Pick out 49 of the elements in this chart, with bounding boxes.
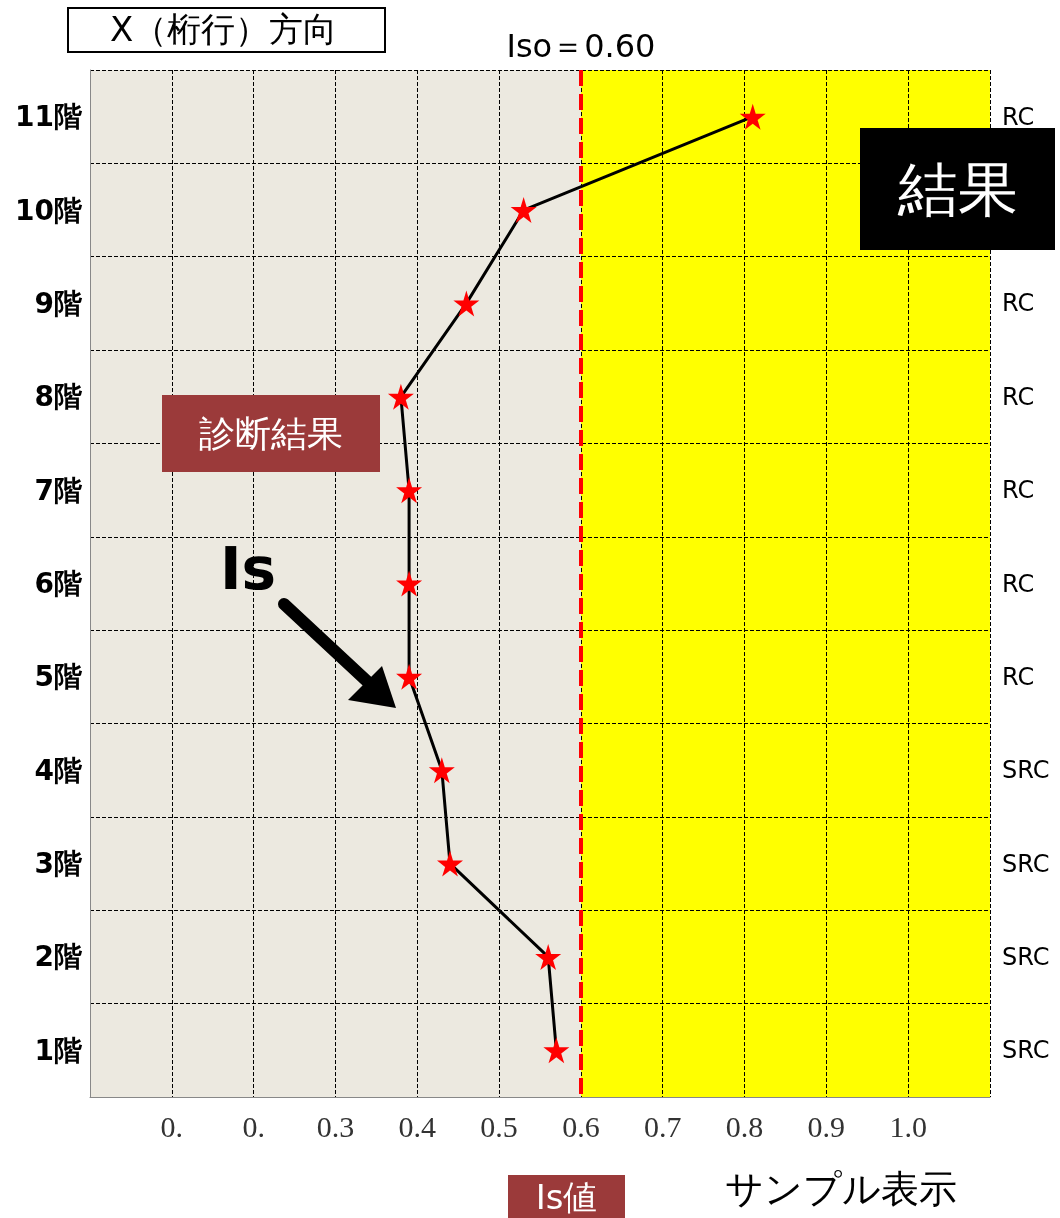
x-tick-label: 0. bbox=[242, 1109, 265, 1143]
text: RC bbox=[1002, 662, 1035, 691]
x-tick-label: 0.4 bbox=[398, 1109, 437, 1143]
x-tick-label: 1.0 bbox=[889, 1109, 927, 1143]
annotation: 診断結果 bbox=[199, 413, 343, 454]
y-tick-label: 2階 bbox=[34, 940, 83, 974]
annotation: Is bbox=[220, 535, 277, 603]
text: SRC bbox=[1002, 849, 1050, 878]
y-tick-label: 3階 bbox=[34, 847, 83, 881]
x-tick-label: 0.7 bbox=[643, 1109, 682, 1143]
y-tick-label: 8階 bbox=[34, 380, 83, 414]
point bbox=[428, 757, 455, 784]
text: SRC bbox=[1002, 756, 1050, 785]
ref-line-label: Iso＝0.60 bbox=[506, 27, 656, 65]
point bbox=[510, 197, 537, 224]
annotation: 結果 bbox=[896, 154, 1018, 224]
point bbox=[396, 570, 423, 597]
x-tick-label: 0.9 bbox=[807, 1109, 846, 1143]
chart-title: X（桁行）方向 bbox=[110, 9, 338, 49]
point bbox=[543, 1037, 570, 1064]
point bbox=[535, 943, 562, 970]
text: RC bbox=[1002, 476, 1035, 505]
y-tick-label: 11階 bbox=[15, 100, 83, 134]
x-tick-label: 0.8 bbox=[725, 1109, 764, 1143]
text: RC bbox=[1002, 569, 1035, 598]
point bbox=[396, 663, 423, 690]
text: RC bbox=[1002, 289, 1035, 318]
y-tick-label: 4階 bbox=[34, 753, 83, 787]
x-tick-label: 0.5 bbox=[480, 1109, 518, 1143]
point bbox=[387, 383, 414, 410]
y-tick-label: 6階 bbox=[34, 567, 83, 600]
x-tick-label: 0.3 bbox=[316, 1109, 355, 1143]
y-tick-label: 10階 bbox=[15, 193, 83, 227]
text: RC bbox=[1002, 102, 1035, 131]
text: SRC bbox=[1002, 1036, 1050, 1065]
y-tick-label: 7階 bbox=[34, 473, 83, 507]
x-tick-label: 0.6 bbox=[562, 1109, 600, 1143]
y-tick-label: 9階 bbox=[34, 286, 83, 320]
text: Is値 bbox=[535, 1176, 598, 1217]
point bbox=[739, 103, 766, 130]
point bbox=[396, 477, 423, 504]
text: サンプル表示 bbox=[725, 1167, 957, 1211]
text: RC bbox=[1002, 382, 1035, 411]
point bbox=[453, 290, 480, 317]
x-tick-label: 0. bbox=[160, 1109, 184, 1143]
text: SRC bbox=[1002, 942, 1050, 971]
y-tick-label: 5階 bbox=[34, 660, 83, 694]
y-tick-label: 1階 bbox=[34, 1033, 83, 1067]
point bbox=[437, 850, 463, 877]
